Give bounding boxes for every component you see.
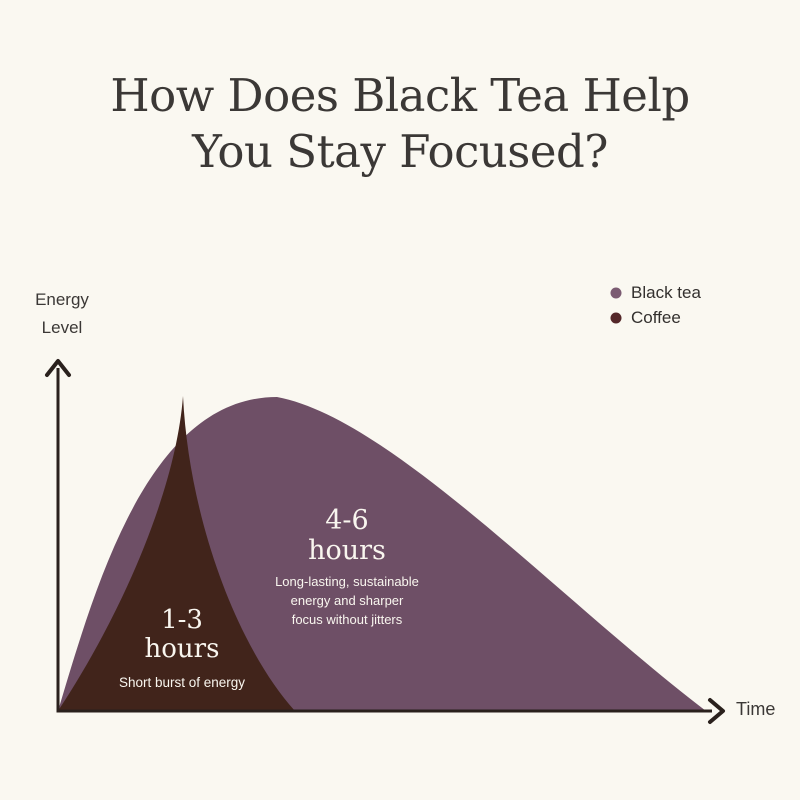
coffee-dot-shape [610, 312, 622, 324]
y-axis-label-line-1: Energy [35, 290, 89, 309]
black-tea-duration-unit: hours [308, 535, 386, 567]
black-tea-description-line-2: energy and sharper [290, 593, 404, 609]
black-tea-dot-shape [610, 287, 622, 299]
black-tea-dot-icon [610, 287, 622, 299]
y-axis-label: Energy Level [18, 286, 106, 342]
page-title: How Does Black Tea Help You Stay Focused… [0, 68, 800, 181]
black-tea-description-line-1: Long-lasting, sustainable [275, 574, 419, 590]
y-axis-arrow-icon [45, 359, 71, 377]
coffee-duration-unit: hours [144, 634, 220, 665]
coffee-dot-icon [610, 312, 622, 324]
legend-label-coffee: Coffee [631, 308, 681, 327]
black-tea-annotation: 4-6 hours Long-lasting, sustainable ener… [237, 505, 457, 630]
coffee-area [58, 396, 295, 711]
legend: Black tea Coffee [610, 283, 701, 328]
coffee-duration: 1-3 [161, 605, 203, 635]
x-axis-label: Time [736, 699, 776, 719]
black-tea-duration: 4-6 [325, 505, 369, 536]
coffee-description: Short burst of energy [72, 674, 292, 693]
legend-label-black-tea: Black tea [631, 283, 701, 302]
y-axis-label-line-2: Level [41, 318, 83, 337]
coffee-description-line-1: Short burst of energy [118, 675, 246, 691]
coffee-annotation: 1-3 hours Short burst of energy [72, 605, 292, 693]
legend-item-black-tea: Black tea [610, 283, 701, 303]
legend-item-coffee: Coffee [610, 308, 701, 328]
black-tea-description-line-3: focus without jitters [291, 612, 403, 628]
page-title-line-2: You Stay Focused? [192, 125, 608, 179]
x-axis-arrow-icon [708, 698, 725, 724]
black-tea-description: Long-lasting, sustainable energy and sha… [237, 573, 457, 630]
page-title-line-1: How Does Black Tea Help [110, 69, 690, 122]
